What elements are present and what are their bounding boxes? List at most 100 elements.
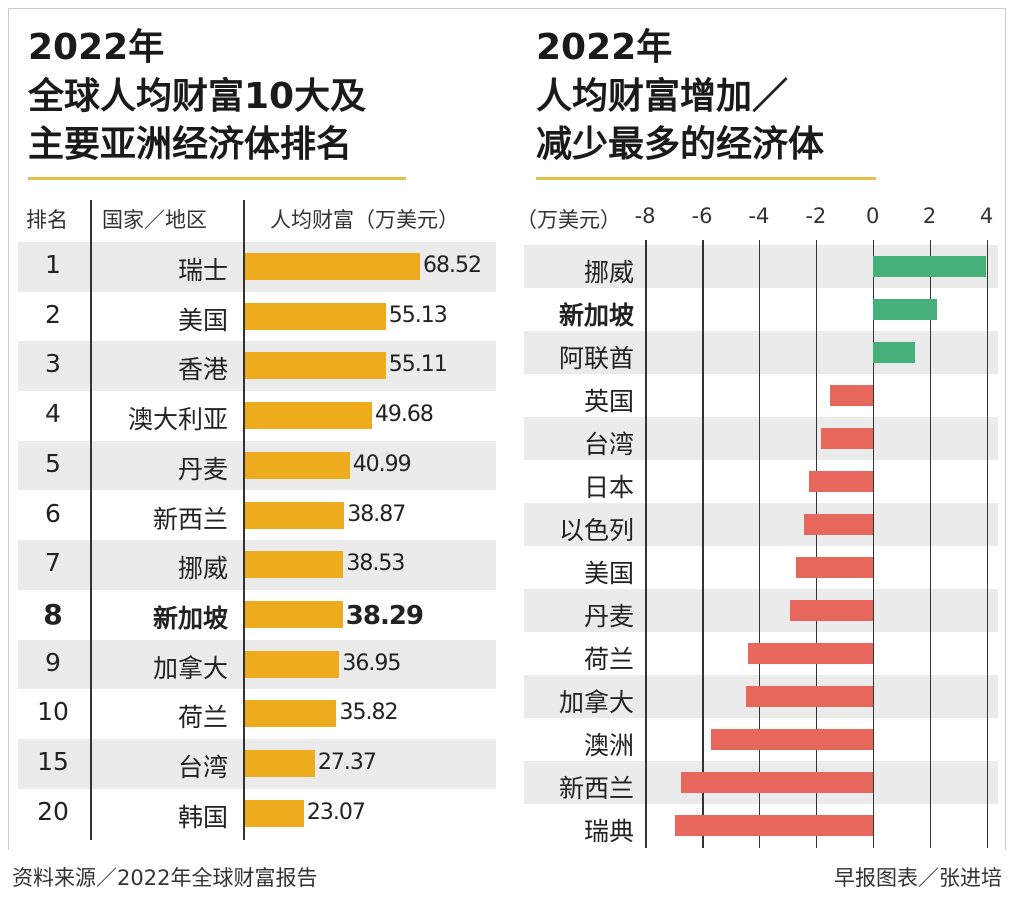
left-title-line: 主要亚洲经济体排名 xyxy=(28,124,353,165)
rank-label: 5 xyxy=(45,448,61,478)
row-stripe xyxy=(524,417,998,460)
header-country: 国家／地区 xyxy=(102,208,207,232)
country-label: 英国 xyxy=(583,387,634,416)
wealth-bar xyxy=(245,600,343,628)
wealth-bar xyxy=(245,700,337,728)
country-label: 瑞典 xyxy=(583,817,634,846)
country-label: 阿联酋 xyxy=(558,344,634,373)
wealth-bar xyxy=(245,402,372,430)
country-label: 以色列 xyxy=(558,516,634,545)
decrease-bar xyxy=(747,643,873,664)
x-tick-label: -6 xyxy=(691,204,713,228)
wealth-bar xyxy=(245,799,304,827)
country-label: 美国 xyxy=(177,305,228,335)
column-divider xyxy=(90,200,92,840)
x-tick-label: 4 xyxy=(979,204,994,228)
rank-label: 3 xyxy=(45,349,61,379)
rank-label: 20 xyxy=(37,796,69,826)
x-tick-label: 2 xyxy=(922,204,937,228)
decrease-bar xyxy=(795,557,873,578)
increase-bar xyxy=(872,256,987,277)
country-label: 荷兰 xyxy=(583,645,634,674)
header-wealth: 人均财富（万美元） xyxy=(270,208,459,232)
x-tick-label: -8 xyxy=(634,204,656,228)
x-gridline xyxy=(645,240,647,848)
rank-label: 6 xyxy=(45,498,61,528)
wealth-bar xyxy=(245,302,386,330)
value-label: 55.11 xyxy=(388,352,448,378)
footer-credit: 早报图表／张进培 xyxy=(834,866,1002,890)
country-label: 日本 xyxy=(583,473,634,502)
wealth-change-chart: -8 -6 -4 -2 0 2 4 挪威 新加坡 阿联酋 英国 台湾 日本 以色列 美国 丹麦 荷兰 加拿大 澳洲新… xyxy=(524,204,998,848)
right-unit-label: （万美元） xyxy=(516,208,621,232)
header-rank: 排名 xyxy=(26,208,68,232)
value-label: 36.95 xyxy=(342,650,401,676)
value-label: 38.87 xyxy=(347,501,406,527)
country-label: 韩国 xyxy=(177,802,228,832)
country-label: 挪威 xyxy=(177,554,228,584)
rank-label: 4 xyxy=(45,399,61,429)
row-stripe xyxy=(524,503,998,546)
country-label: 澳洲 xyxy=(583,731,634,760)
country-label: 新西兰 xyxy=(152,504,228,534)
country-label: 瑞士 xyxy=(177,256,228,285)
value-label: 27.37 xyxy=(317,750,377,775)
value-label: 35.82 xyxy=(339,700,398,726)
country-label: 新加坡 xyxy=(558,301,634,330)
left-title-line: 2022年 xyxy=(28,27,165,68)
wealth-ranking-chart: 1 瑞士 68.52 2 美国 55.13 3 香港 55.11 4 澳大利亚 49.68 5 丹麦 40.… xyxy=(0,0,510,860)
x-gridline xyxy=(815,240,818,848)
value-label: 68.52 xyxy=(423,253,482,278)
decrease-bar xyxy=(746,686,873,707)
value-label: 49.68 xyxy=(374,402,434,428)
rank-label: 2 xyxy=(45,299,61,329)
decrease-bar xyxy=(680,772,873,793)
country-label: 澳大利亚 xyxy=(127,405,228,435)
wealth-bar xyxy=(245,501,345,529)
row-stripe xyxy=(524,331,998,374)
right-title-line: 人均财富增加／ xyxy=(536,76,789,117)
x-tick-label: -4 xyxy=(748,204,770,228)
right-title-line: 减少最多的经济体 xyxy=(536,124,825,165)
value-label: 55.13 xyxy=(388,302,448,328)
x-tick-label: 0 xyxy=(866,204,880,228)
x-gridline xyxy=(702,240,704,848)
country-label: 丹麦 xyxy=(177,454,228,484)
wealth-bar xyxy=(245,650,340,678)
frame xyxy=(8,8,1006,850)
wealth-bar xyxy=(245,551,344,579)
x-gridline xyxy=(872,240,875,848)
rank-label: 7 xyxy=(45,548,61,578)
increase-bar xyxy=(872,342,916,363)
decrease-bar xyxy=(830,385,873,406)
country-label: 加拿大 xyxy=(152,653,228,683)
value-label: 38.29 xyxy=(345,600,424,631)
footer-source: 资料来源／2022年全球财富报告 xyxy=(12,866,318,890)
value-label: 40.99 xyxy=(352,451,412,477)
left-title-rule xyxy=(28,177,406,180)
decrease-bar xyxy=(804,514,873,535)
decrease-bar xyxy=(790,600,873,621)
country-label: 香港 xyxy=(177,355,228,385)
rank-label: 8 xyxy=(43,597,63,631)
country-label: 挪威 xyxy=(583,258,634,287)
country-label: 台湾 xyxy=(177,753,228,782)
value-label: 38.53 xyxy=(346,551,405,577)
country-label: 美国 xyxy=(583,559,634,588)
x-gridline xyxy=(986,240,988,848)
country-label: 新加坡 xyxy=(152,603,228,633)
rank-label: 15 xyxy=(37,747,69,776)
right-title-rule xyxy=(536,177,876,180)
wealth-bar xyxy=(245,352,386,380)
country-label: 台湾 xyxy=(583,430,634,459)
decrease-bar xyxy=(674,815,873,836)
wealth-bar xyxy=(245,253,420,280)
column-divider xyxy=(243,200,245,840)
decrease-bar xyxy=(808,471,873,492)
country-label: 加拿大 xyxy=(558,688,634,717)
rank-label: 10 xyxy=(37,697,69,727)
wealth-bar xyxy=(245,750,315,777)
rank-label: 9 xyxy=(45,647,61,677)
country-label: 新西兰 xyxy=(558,774,634,803)
country-label: 丹麦 xyxy=(583,602,634,631)
